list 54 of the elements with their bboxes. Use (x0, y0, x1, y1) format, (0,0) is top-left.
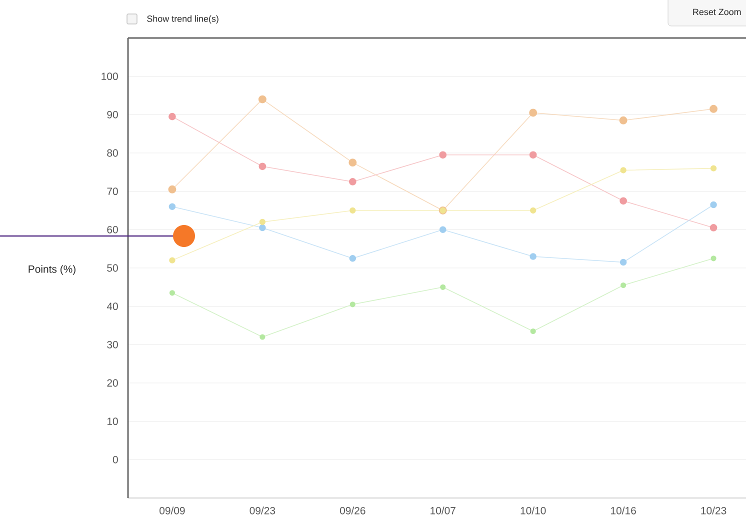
y-tick-label: 60 (107, 226, 118, 234)
x-tick-label: 10/10 (520, 506, 546, 514)
point (710, 224, 718, 232)
y-tick-label: 40 (106, 302, 118, 310)
point (168, 112, 176, 120)
point (169, 290, 176, 296)
point (530, 253, 536, 260)
x-tick-label: 10/23 (701, 506, 726, 514)
y-tick-label: 10 (107, 418, 118, 426)
x-tick-label: 10/07 (430, 506, 456, 514)
point (168, 185, 176, 194)
point (530, 207, 536, 214)
point (350, 207, 356, 214)
x-tick-label: 09/26 (340, 506, 366, 514)
point (168, 203, 176, 210)
point (529, 151, 537, 159)
point (260, 334, 266, 340)
point (620, 282, 626, 288)
y-axis-title: Points (%) (28, 265, 76, 275)
y-tick-label: 50 (107, 264, 118, 272)
point (529, 108, 538, 117)
point (349, 255, 356, 262)
point (439, 226, 446, 234)
point (710, 201, 717, 208)
point (620, 258, 627, 266)
point (440, 284, 446, 290)
y-tick-label: 80 (107, 149, 118, 157)
point (348, 158, 357, 167)
y-tick-label: 0 (112, 456, 118, 464)
x-tick-label: 10/16 (611, 506, 636, 514)
point (620, 197, 628, 205)
x-tick-label: 09/23 (250, 506, 276, 514)
point (710, 256, 716, 262)
text: Show trend line(s) (147, 15, 218, 24)
point (710, 165, 717, 172)
text: Reset Zoom (693, 8, 741, 16)
y-tick-label: 70 (107, 188, 118, 196)
point (259, 218, 266, 226)
point (619, 116, 628, 124)
y-tick-label: 20 (107, 379, 118, 387)
point (348, 178, 356, 186)
point (350, 302, 356, 308)
point (439, 151, 447, 159)
y-tick-label: 100 (102, 72, 118, 80)
y-tick-label: 30 (107, 340, 118, 348)
point (710, 104, 718, 113)
point (620, 167, 626, 174)
point (169, 257, 176, 264)
point (258, 95, 266, 104)
y-tick-label: 90 (107, 110, 118, 118)
point (258, 162, 266, 170)
point (530, 328, 536, 334)
point (259, 224, 266, 232)
x-tick-label: 09/09 (160, 506, 185, 514)
